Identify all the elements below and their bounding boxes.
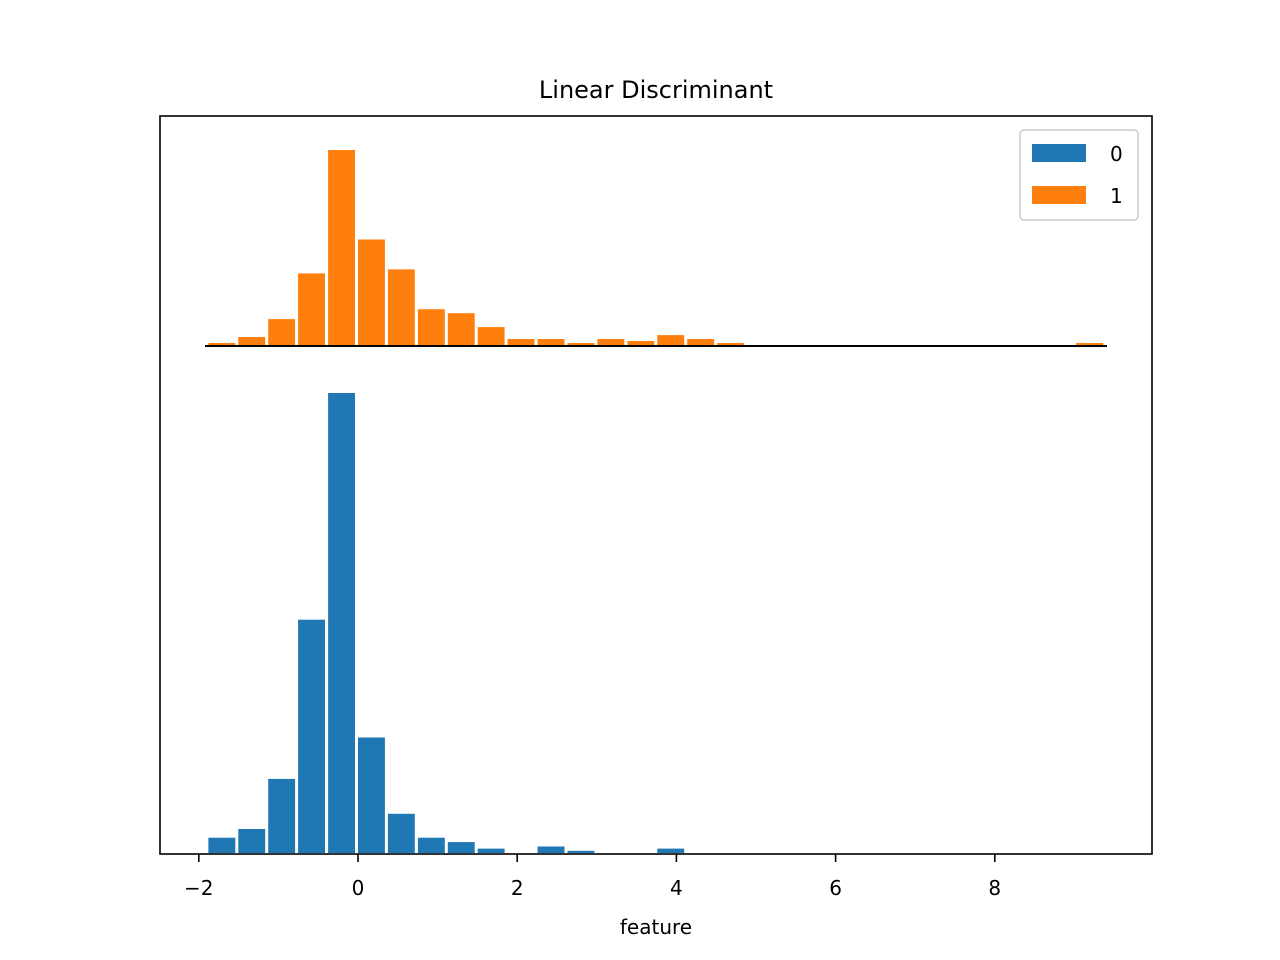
bar-series-1-bin-4 [328,150,355,345]
x-tick-label-4: 6 [829,876,842,900]
bar-series-0-bin-5 [358,737,385,853]
x-tick-label-1: 0 [352,876,365,900]
legend-label-0: 0 [1110,142,1123,166]
bar-series-1-bin-12 [567,343,595,345]
bar-series-1-bin-13 [597,339,625,345]
bar-series-0-bin-7 [417,837,445,853]
bar-series-0-bin-0 [208,837,236,853]
x-tick-label-3: 4 [670,876,683,900]
bar-series-1-bin-10 [507,339,535,345]
bar-series-0-bin-6 [387,813,415,853]
plot-frame [159,115,1153,855]
bar-series-1-bin-1 [238,337,266,345]
bar-series-1-bin-11 [537,339,565,345]
bar-series-0-bin-12 [567,850,595,853]
bar-series-0-bin-8 [447,842,475,853]
bar-series-0-bin-1 [238,829,266,853]
x-tick-label-5: 8 [988,876,1001,900]
bar-series-1-bin-2 [268,319,296,345]
legend-swatch-1 [1032,186,1086,204]
bar-series-0-bin-4 [328,393,355,853]
legend-label-1: 1 [1110,184,1123,208]
bar-series-1-bin-6 [387,269,415,345]
bar-series-1-bin-7 [417,309,445,345]
x-axis-label: feature [620,915,692,939]
x-axis-ticks: −2 0 2 4 6 8 [184,854,1001,900]
bar-series-1-bin-29 [1076,343,1104,345]
bar-series-0-bin-9 [477,848,505,853]
bar-series-1-bin-16 [687,339,715,345]
bar-series-1-bin-5 [358,239,385,345]
bar-series-1-bin-15 [657,335,685,345]
x-tick-label-2: 2 [511,876,524,900]
bar-series-0-bin-15 [657,848,685,853]
chart-title: Linear Discriminant [539,76,773,104]
x-tick-label-0: −2 [184,876,213,900]
bar-series-0-bin-3 [298,619,325,853]
bar-series-1-bin-3 [298,273,325,345]
bar-series-1-bin-0 [208,343,236,345]
bar-series-1-bin-17 [717,343,745,345]
bar-series-1-bin-9 [477,327,505,345]
bar-series-0-bin-11 [537,846,565,853]
bars-group [208,150,1104,853]
legend-swatch-0 [1032,144,1086,162]
bar-series-1-bin-14 [627,341,655,345]
bar-series-1-bin-8 [447,313,475,345]
legend: 0 1 [1019,129,1139,221]
bar-series-0-bin-2 [268,778,296,853]
